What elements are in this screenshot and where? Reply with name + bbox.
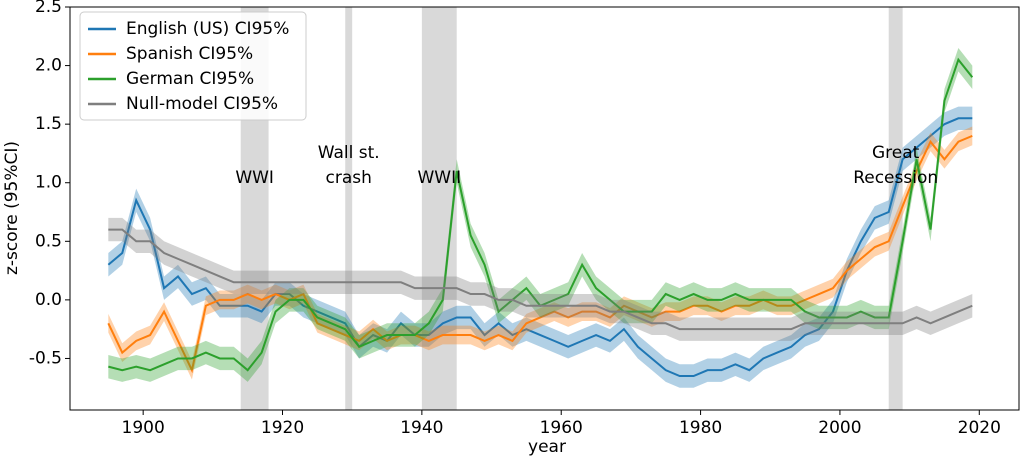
legend-box — [79, 11, 307, 121]
y-tick-label: -0.5 — [29, 348, 62, 368]
series-line — [108, 228, 973, 331]
x-tick-label: 2020 — [958, 418, 1001, 438]
ci-band — [108, 106, 973, 388]
event-label: WWI — [235, 168, 274, 188]
plot-frame — [69, 6, 1020, 411]
event-label: Recession — [853, 168, 938, 188]
ci-band — [108, 48, 973, 382]
event-label: WWII — [417, 168, 461, 188]
x-axis-label: year — [528, 437, 566, 457]
y-tick-label: 1.0 — [35, 173, 62, 193]
event-label: Great — [872, 143, 920, 163]
legend-label: Spanish CI95% — [126, 44, 253, 64]
y-tick-label: 0.0 — [35, 290, 62, 310]
series-line — [107, 134, 973, 374]
event-label: crash — [326, 168, 372, 188]
y-axis-label: z-score (95%CI) — [2, 141, 22, 275]
event-region — [421, 7, 457, 410]
x-tick-label: 1980 — [679, 418, 722, 438]
event-label: Wall st. — [318, 143, 380, 163]
legend-label: English (US) CI95% — [126, 19, 289, 39]
x-tick-label: 2000 — [818, 418, 861, 438]
y-tick-label: 2.0 — [35, 56, 62, 76]
event-region — [345, 7, 353, 410]
event-region — [888, 7, 903, 410]
legend-label: Null-model CI95% — [126, 94, 278, 114]
x-tick-label: 1900 — [122, 418, 165, 438]
x-tick-label: 1940 — [400, 418, 443, 438]
x-tick-label: 1960 — [540, 418, 583, 438]
y-tick-label: 2.5 — [35, 0, 62, 17]
y-tick-label: 0.5 — [35, 231, 62, 251]
legend-label: German CI95% — [126, 69, 254, 89]
ci-band — [108, 217, 973, 341]
y-tick-label: 1.5 — [35, 114, 62, 134]
x-tick-label: 1920 — [261, 418, 304, 438]
